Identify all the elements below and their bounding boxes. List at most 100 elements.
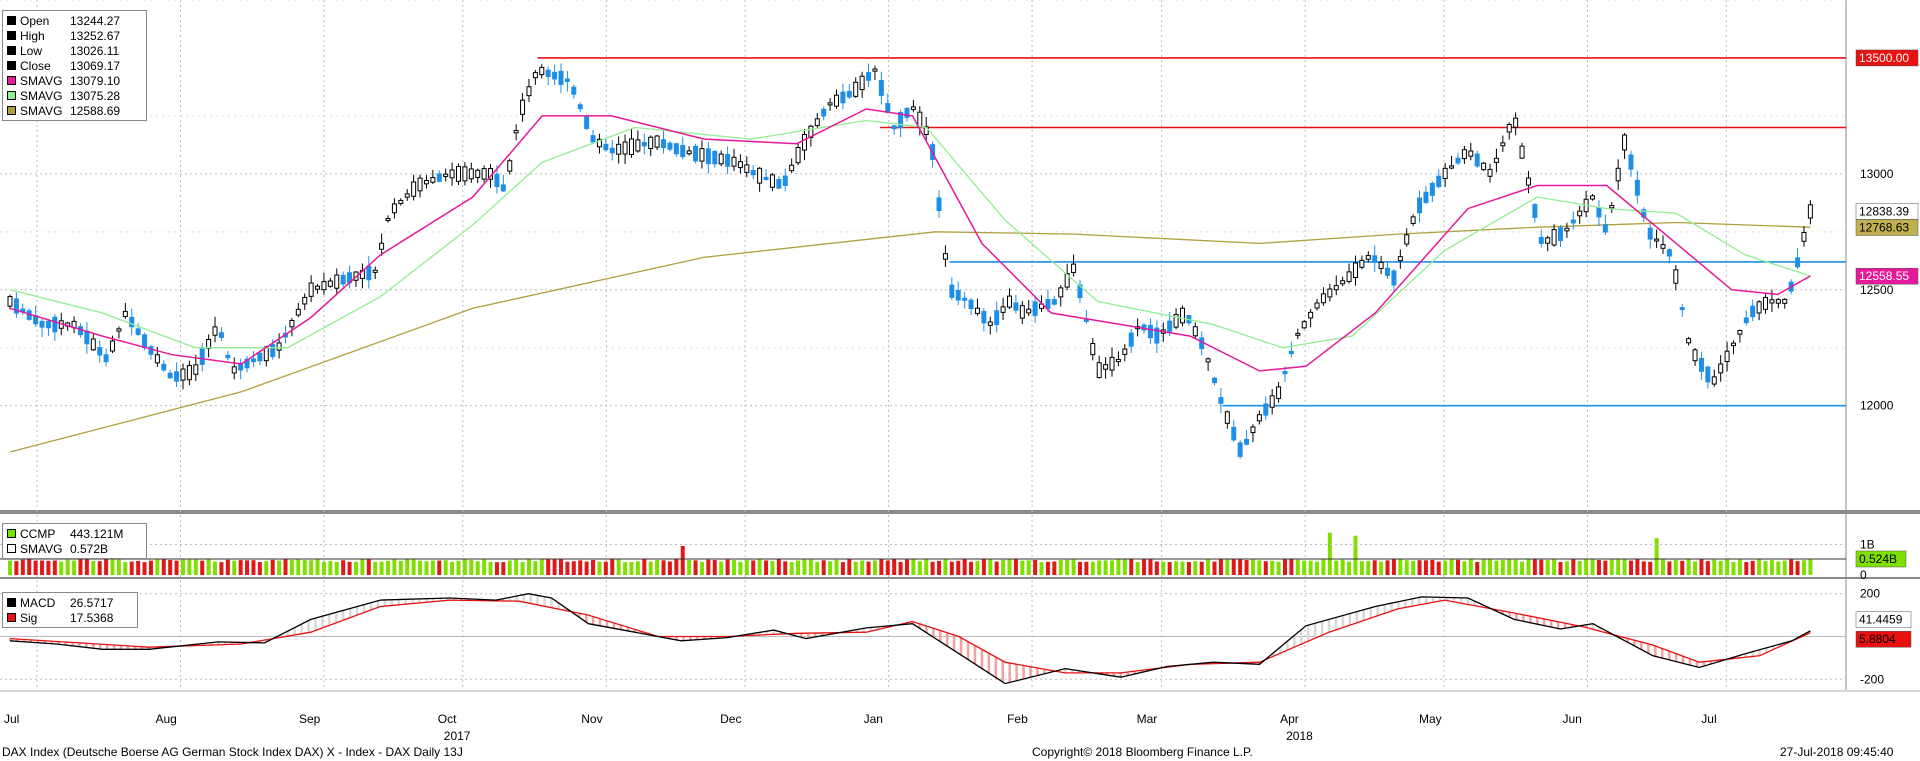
candle-body	[1013, 302, 1019, 311]
legend-value: 443.121M	[70, 526, 124, 541]
volume-bar	[1558, 562, 1563, 575]
volume-bar	[1122, 559, 1127, 575]
candle-body	[1314, 302, 1320, 309]
volume-bar	[1661, 559, 1666, 575]
volume-bar	[1167, 562, 1172, 575]
legend-label: Sig	[20, 610, 38, 625]
macd-axis-label: -200	[1860, 672, 1884, 686]
candle-body	[1256, 414, 1262, 422]
candle-body	[327, 280, 333, 287]
volume-bar	[770, 561, 775, 575]
candle-body	[1051, 299, 1057, 305]
volume-bar	[1616, 559, 1621, 575]
volume-bar	[1622, 559, 1627, 575]
candle-body	[110, 340, 116, 352]
candle-body	[1423, 191, 1429, 204]
candle-body	[699, 148, 705, 162]
legend-label: High	[20, 28, 45, 43]
volume-bar	[1276, 561, 1281, 575]
volume-bar	[917, 561, 922, 575]
candle-body	[840, 91, 846, 104]
volume-bar	[14, 561, 19, 575]
price-tag-box	[1855, 49, 1919, 67]
candle-body	[1686, 338, 1692, 344]
candle-body	[654, 135, 660, 148]
volume-bar	[1584, 558, 1589, 575]
volume-bar	[1257, 560, 1262, 575]
volume-bar	[193, 559, 198, 575]
candle-body	[885, 103, 891, 113]
volume-bar	[1212, 561, 1217, 575]
volume-bar	[1013, 558, 1018, 575]
candle-body	[904, 107, 910, 118]
candle-body	[1385, 267, 1391, 276]
candle-body	[545, 69, 551, 77]
volume-bar	[392, 558, 397, 575]
legend-row: SMAVG 12588.69	[7, 103, 142, 118]
volume-bar	[309, 560, 314, 575]
candle-body	[1647, 227, 1653, 240]
candle-body	[276, 342, 282, 351]
candle-body	[1346, 271, 1352, 282]
volume-bar	[840, 562, 845, 575]
candle-body	[1551, 229, 1557, 246]
volume-bar	[975, 561, 980, 575]
candle-body	[558, 70, 564, 85]
volume-bar	[1206, 558, 1211, 575]
volume-legend: CCMP 443.121M SMAVG 0.572B	[2, 523, 147, 559]
volume-bar	[526, 559, 531, 575]
candle-body	[180, 368, 186, 381]
sma200-line	[9, 221, 1811, 453]
candle-body	[430, 177, 436, 183]
candle-body	[1564, 227, 1570, 232]
candle-body	[789, 164, 795, 172]
candle-body	[148, 346, 154, 355]
volume-tag-box	[1855, 550, 1907, 568]
volume-bar	[539, 558, 544, 575]
candle-body	[1244, 438, 1250, 445]
candle-body	[1634, 179, 1640, 196]
candle-body	[1064, 273, 1070, 288]
candle-body	[1487, 168, 1493, 177]
volume-bar	[1596, 560, 1601, 575]
legend-label: MACD	[20, 595, 56, 610]
candle-body	[52, 316, 58, 333]
candle-body	[372, 269, 378, 273]
candle-body	[1128, 332, 1134, 347]
candle-body	[1109, 356, 1115, 371]
candle-body	[45, 320, 51, 329]
candle-body	[1763, 296, 1769, 310]
candle-body	[744, 164, 750, 173]
candle-body	[955, 289, 961, 301]
legend-row: High 13252.67	[7, 28, 142, 43]
volume-bar	[629, 561, 634, 575]
candle-body	[1269, 395, 1275, 408]
volume-bar	[161, 558, 166, 575]
candle-body	[1288, 350, 1294, 355]
volume-bar	[1077, 561, 1082, 575]
volume-bar	[1340, 559, 1345, 575]
volume-bar	[72, 560, 77, 575]
volume-bar	[1693, 561, 1698, 575]
volume-bar	[1795, 561, 1800, 575]
candle-body	[1782, 298, 1788, 304]
volume-bar	[1315, 561, 1320, 575]
candle-body	[1743, 317, 1749, 324]
candle-body	[1698, 357, 1704, 372]
volume-bar	[1154, 561, 1159, 575]
price-tag-text: 12768.63	[1859, 220, 1909, 234]
volume-bar	[757, 558, 762, 575]
volume-bar	[1033, 560, 1038, 575]
candle-body	[494, 173, 500, 188]
volume-bar	[738, 561, 743, 575]
volume-bar	[1308, 560, 1313, 575]
candle-body	[641, 141, 647, 147]
price-legend: Open 13244.27 High 13252.67 Low 13026.11 Close…	[2, 10, 147, 121]
candle-body	[577, 104, 583, 110]
candle-body	[987, 321, 993, 326]
legend-label: Low	[20, 43, 43, 58]
candle-body	[1378, 261, 1384, 269]
volume-bar	[1737, 559, 1742, 575]
candle-body	[161, 363, 167, 371]
